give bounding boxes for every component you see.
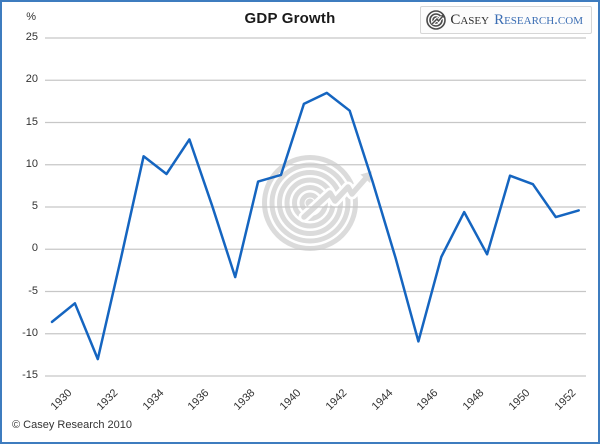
y-tick-label--10: -10 (22, 326, 38, 339)
x-tick-label-1950: 1950 (506, 387, 533, 413)
x-tick-label-1946: 1946 (415, 387, 441, 413)
x-tick-label-1936: 1936 (186, 387, 212, 413)
y-tick-label-20: 20 (25, 73, 38, 86)
logo-text-casey: Casey (450, 11, 490, 28)
y-tick-label--5: -5 (28, 284, 38, 297)
casey-research-logo: Casey Research.com (420, 6, 592, 34)
logo-text-research: Research.com (494, 11, 583, 28)
x-tick-label-1944: 1944 (369, 387, 396, 413)
x-tick-label-1942: 1942 (323, 387, 350, 413)
x-tick-label-1940: 1940 (277, 387, 304, 413)
x-tick-label-1934: 1934 (140, 387, 167, 413)
x-tick-label-1952: 1952 (552, 387, 579, 413)
y-tick-label-0: 0 (31, 242, 38, 255)
y-tick-label-15: 15 (25, 115, 38, 128)
copyright-text: © Casey Research 2010 (12, 419, 133, 431)
y-tick-label-5: 5 (31, 200, 38, 212)
x-tick-label-1932: 1932 (94, 387, 121, 413)
y-tick-label--15: -15 (22, 369, 38, 381)
chart-title: GDP Growth (244, 10, 336, 27)
x-tick-label-1948: 1948 (460, 387, 487, 413)
y-tick-label-10: 10 (25, 157, 38, 170)
x-tick-label-1938: 1938 (231, 387, 258, 413)
casey-research-spiral-icon (426, 10, 447, 30)
y-axis-unit-label: % (26, 11, 36, 23)
casey-watermark-icon (262, 155, 372, 251)
x-tick-label-1930: 1930 (48, 387, 75, 413)
y-tick-label-25: 25 (25, 31, 38, 43)
plot-area (45, 37, 586, 377)
gdp-growth-line-series (50, 91, 580, 361)
gridlines (45, 37, 586, 377)
